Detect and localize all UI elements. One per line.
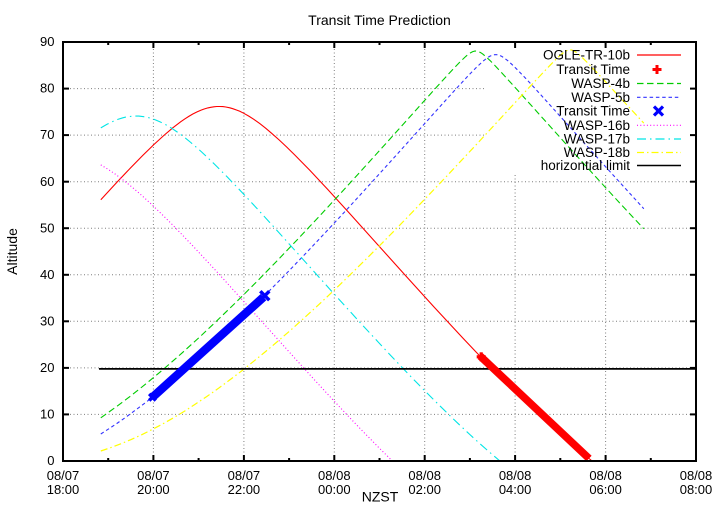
svg-text:40: 40 bbox=[40, 267, 54, 282]
svg-text:70: 70 bbox=[40, 127, 54, 142]
svg-text:0: 0 bbox=[47, 453, 54, 468]
svg-text:Transit Time Prediction: Transit Time Prediction bbox=[308, 12, 451, 28]
svg-text:08/08: 08/08 bbox=[680, 468, 713, 483]
svg-text:10: 10 bbox=[40, 407, 54, 422]
svg-text:NZST: NZST bbox=[362, 489, 399, 505]
svg-text:08/07: 08/07 bbox=[228, 468, 261, 483]
svg-text:WASP-5b: WASP-5b bbox=[571, 90, 630, 105]
svg-text:WASP-17b: WASP-17b bbox=[564, 132, 630, 147]
svg-text:WASP-16b: WASP-16b bbox=[564, 118, 630, 133]
svg-text:08/08: 08/08 bbox=[318, 468, 351, 483]
svg-text:50: 50 bbox=[40, 220, 54, 235]
svg-text:WASP-18b: WASP-18b bbox=[564, 145, 630, 160]
svg-text:WASP-4b: WASP-4b bbox=[571, 76, 630, 91]
svg-text:20: 20 bbox=[40, 360, 54, 375]
svg-text:08/07: 08/07 bbox=[137, 468, 170, 483]
svg-text:08/07: 08/07 bbox=[47, 468, 80, 483]
svg-text:80: 80 bbox=[40, 81, 54, 96]
svg-text:horizontial limit: horizontial limit bbox=[541, 158, 631, 173]
svg-text:30: 30 bbox=[40, 313, 54, 328]
svg-text:02:00: 02:00 bbox=[408, 482, 441, 497]
svg-text:08/08: 08/08 bbox=[589, 468, 622, 483]
svg-text:08:00: 08:00 bbox=[680, 482, 713, 497]
svg-text:08/08: 08/08 bbox=[408, 468, 441, 483]
svg-text:90: 90 bbox=[40, 34, 54, 49]
svg-text:Transit Time: Transit Time bbox=[556, 62, 630, 77]
svg-text:60: 60 bbox=[40, 174, 54, 189]
svg-text:04:00: 04:00 bbox=[499, 482, 532, 497]
svg-text:Altitude: Altitude bbox=[4, 228, 20, 275]
svg-text:OGLE-TR-10b: OGLE-TR-10b bbox=[543, 48, 630, 63]
svg-text:18:00: 18:00 bbox=[47, 482, 80, 497]
svg-text:20:00: 20:00 bbox=[137, 482, 170, 497]
svg-text:22:00: 22:00 bbox=[228, 482, 261, 497]
svg-text:06:00: 06:00 bbox=[589, 482, 622, 497]
svg-text:Transit Time: Transit Time bbox=[556, 104, 630, 119]
svg-text:08/08: 08/08 bbox=[499, 468, 532, 483]
svg-text:00:00: 00:00 bbox=[318, 482, 351, 497]
